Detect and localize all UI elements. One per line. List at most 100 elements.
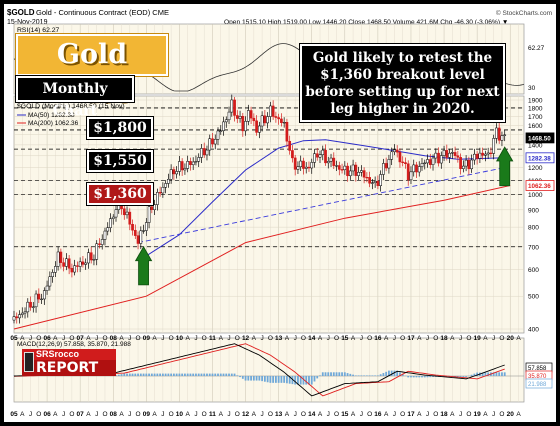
candle-body — [172, 169, 176, 175]
macd-hist-bar — [137, 373, 139, 376]
macd-hist-bar — [239, 376, 241, 378]
macd-hist-bar — [354, 375, 357, 376]
x-tick-label: J — [29, 335, 32, 342]
macd-hist-bar — [429, 376, 432, 378]
x-tick-label: A — [351, 335, 356, 342]
candle-body — [153, 204, 156, 210]
macd-hist-bar — [255, 376, 258, 381]
macd-hist-bar — [200, 373, 203, 376]
macd-hist-bar — [217, 373, 219, 376]
macd-hist-bar — [371, 375, 374, 376]
candle-body — [415, 164, 418, 173]
x-tick-label-bottom: 05 — [10, 411, 18, 418]
candle-body — [365, 176, 369, 179]
candle-body — [42, 290, 46, 300]
y-tick-label: 800 — [528, 225, 539, 232]
x-tick-label-bottom: J — [327, 411, 330, 418]
macd-hist-bar — [252, 376, 255, 381]
candle-body — [473, 153, 476, 161]
candle-body — [387, 159, 391, 169]
candle-body — [329, 157, 333, 162]
macd-hist-bar — [197, 373, 200, 376]
x-tick-label-bottom: O — [235, 411, 240, 418]
candle-body — [296, 166, 300, 170]
candle-body — [357, 171, 360, 176]
candle-body — [156, 192, 159, 205]
y-tick-label: 1400 — [528, 142, 543, 149]
y-tick-label: 1000 — [528, 192, 543, 199]
macd-hist-bar — [184, 373, 186, 376]
candle-body — [230, 99, 234, 113]
x-tick-label: A — [152, 335, 157, 342]
macd-hist-bar — [415, 376, 418, 378]
candle-body — [175, 171, 178, 175]
macd-hist-bar — [495, 372, 498, 376]
candle-body — [23, 311, 27, 314]
x-tick-label: 12 — [242, 335, 250, 342]
candle-body — [219, 130, 223, 132]
candle-body — [48, 276, 52, 287]
x-tick-label-bottom: 15 — [341, 411, 349, 418]
macd-hist-bar — [263, 376, 266, 382]
candle-body — [122, 208, 126, 216]
legend-ma200: MA(200) 1062.36 — [28, 120, 79, 127]
candle-body — [450, 152, 454, 154]
x-tick-label: O — [334, 335, 339, 342]
candle-body — [26, 301, 30, 313]
header-watermark: © StockCharts.com — [496, 9, 552, 17]
candle-body — [313, 153, 316, 163]
candle-body — [92, 259, 96, 261]
rsi-tick-high: 62.27 — [528, 45, 545, 52]
candle-body — [109, 218, 112, 228]
candle-body — [326, 161, 330, 164]
candle-body — [285, 122, 289, 142]
candle-body — [409, 171, 413, 181]
x-tick-label: J — [161, 335, 164, 342]
x-tick-label-bottom: J — [29, 411, 32, 418]
macd-hist-bar — [401, 373, 404, 376]
macd-hist-bar — [379, 374, 382, 376]
candle-body — [266, 116, 269, 124]
candle-body — [62, 262, 65, 267]
candle-body — [164, 183, 167, 188]
x-tick-label: O — [202, 335, 207, 342]
candle-body — [136, 235, 140, 244]
macd-hist-bar — [115, 375, 117, 376]
candle-body — [351, 164, 355, 172]
candle-body — [445, 150, 449, 158]
candle-body — [255, 120, 258, 133]
candle-body — [84, 262, 88, 265]
candle-body — [470, 159, 473, 170]
macd-hist-bar — [470, 374, 473, 376]
candle-body — [65, 258, 68, 267]
x-tick-label-bottom: O — [433, 411, 438, 418]
candle-body — [81, 261, 85, 265]
macd-badge-text: 21.988 — [528, 382, 547, 388]
chart-frame: $GOLD Gold - Continuous Contract (EOD) CM… — [4, 4, 556, 422]
candle-body — [183, 168, 187, 171]
srsrocco-logo: SRSrocco REPORT — [22, 349, 116, 377]
x-tick-label-bottom: 12 — [242, 411, 250, 418]
candle-body — [337, 165, 341, 170]
macd-hist-bar — [462, 376, 465, 377]
level-label-1360: $1,360 — [86, 182, 154, 206]
macd-hist-bar — [123, 373, 126, 376]
macd-hist-bar — [250, 376, 252, 381]
macd-hist-bar — [186, 373, 189, 376]
candle-body — [310, 162, 314, 169]
candle-body — [417, 166, 421, 173]
macd-hist-bar — [170, 373, 173, 376]
x-tick-label-bottom: J — [360, 411, 363, 418]
macd-hist-bar — [302, 376, 305, 385]
x-tick-label-bottom: A — [318, 411, 323, 418]
candle-body — [395, 149, 399, 153]
candle-body — [489, 152, 493, 155]
candle-body — [87, 252, 90, 264]
rsi-label: RSI(14) 62.27 — [17, 27, 60, 34]
y-tick-label: 1800 — [528, 105, 543, 112]
candle-body — [180, 161, 184, 171]
macd-hist-bar — [341, 372, 343, 376]
x-tick-label-bottom: 18 — [440, 411, 448, 418]
candle-body — [40, 298, 43, 301]
candle-body — [211, 138, 214, 145]
